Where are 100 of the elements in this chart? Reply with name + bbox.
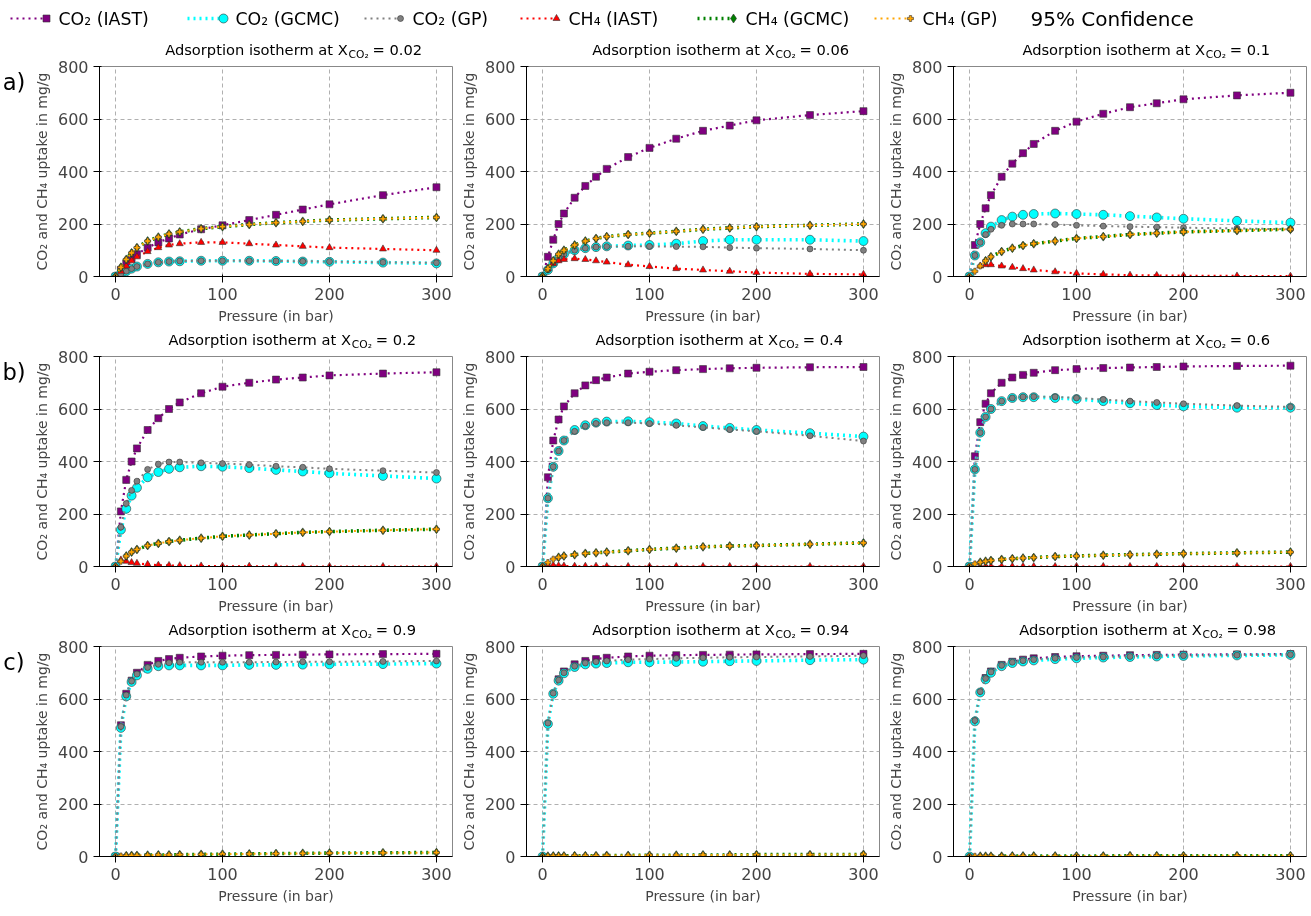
y-tick-label: 400 [57,452,89,472]
y-tick-label: 200 [57,795,89,814]
y-tick-label: 0 [932,847,943,867]
y-tick-label: 600 [484,400,516,419]
y-tick-label: 200 [57,505,89,524]
x-axis-title: Pressure (in bar) [645,307,761,324]
y-axis-title: CO₂ and CH₄ uptake in mg/g [887,72,904,271]
y-tick-label: 800 [484,637,516,657]
y-axis-title: CO₂ and CH₄ uptake in mg/g [460,652,477,851]
x-tick-label: 0 [110,864,121,884]
y-tick-label: 800 [57,637,89,657]
y-tick-label: 600 [911,400,943,419]
x-tick-label: 200 [1168,864,1199,884]
legend-label: CO₂ (GP) [412,8,489,29]
x-tick-label: 200 [314,864,345,884]
legend-label: CO₂ (GCMC) [235,8,340,29]
x-tick-label: 200 [1168,284,1199,304]
x-axis-title: Pressure (in bar) [645,597,761,614]
y-tick-label: 0 [505,847,516,867]
x-axis-title: Pressure (in bar) [218,887,334,904]
y-tick-label: 200 [911,215,943,234]
x-tick-label: 300 [1275,574,1306,594]
y-axis-title: CO₂ and CH₄ uptake in mg/g [33,362,50,561]
x-tick-label: 0 [537,864,548,884]
legend-label: CH₄ (GP) [922,8,998,29]
x-tick-label: 300 [421,864,452,884]
y-tick-label: 600 [911,110,943,129]
x-tick-label: 0 [110,284,121,304]
y-tick-label: 200 [484,795,516,814]
y-tick-label: 800 [484,57,516,77]
y-axis-title: CO₂ and CH₄ uptake in mg/g [460,72,477,271]
x-tick-label: 100 [634,864,665,884]
y-tick-label: 800 [57,347,89,367]
y-tick-label: 400 [911,452,943,472]
x-tick-label: 200 [314,284,345,304]
x-axis-title: Pressure (in bar) [1072,307,1188,324]
y-tick-label: 400 [484,742,516,762]
x-tick-label: 300 [848,284,879,304]
y-tick-label: 0 [78,847,89,867]
y-tick-label: 600 [57,400,89,419]
y-tick-label: 0 [78,267,89,287]
y-tick-label: 600 [911,690,943,709]
x-tick-label: 0 [537,574,548,594]
x-tick-label: 200 [741,574,772,594]
x-tick-label: 300 [421,284,452,304]
y-tick-label: 600 [484,110,516,129]
x-tick-label: 300 [1275,864,1306,884]
y-tick-label: 800 [911,637,943,657]
y-tick-label: 200 [484,505,516,524]
y-axis-title: CO₂ and CH₄ uptake in mg/g [887,652,904,851]
text: a) [2,68,26,95]
y-tick-label: 800 [911,347,943,367]
x-tick-label: 100 [1061,284,1092,304]
x-tick-label: 100 [1061,574,1092,594]
legend-label: CO₂ (IAST) [58,8,149,29]
x-axis-title: Pressure (in bar) [218,597,334,614]
legend-label: CH₄ (IAST) [568,8,659,29]
x-axis-title: Pressure (in bar) [1072,887,1188,904]
y-tick-label: 0 [932,267,943,287]
y-tick-label: 600 [57,110,89,129]
x-tick-label: 100 [634,284,665,304]
x-tick-label: 200 [1168,574,1199,594]
y-tick-label: 200 [911,505,943,524]
legend-label: CH₄ (GCMC) [745,8,850,29]
y-tick-label: 800 [57,57,89,77]
x-tick-label: 100 [207,864,238,884]
x-tick-label: 200 [741,864,772,884]
y-tick-label: 200 [57,215,89,234]
x-tick-label: 200 [314,574,345,594]
y-tick-label: 400 [484,452,516,472]
y-axis-title: CO₂ and CH₄ uptake in mg/g [460,362,477,561]
x-axis-title: Pressure (in bar) [645,887,761,904]
y-tick-label: 200 [911,795,943,814]
x-tick-label: 300 [848,864,879,884]
y-axis-title: CO₂ and CH₄ uptake in mg/g [33,652,50,851]
x-tick-label: 0 [110,574,121,594]
x-tick-label: 100 [634,574,665,594]
text: b) [2,358,26,385]
y-tick-label: 400 [57,742,89,762]
y-tick-label: 400 [911,162,943,182]
y-tick-label: 0 [505,267,516,287]
x-tick-label: 100 [207,284,238,304]
x-tick-label: 200 [741,284,772,304]
x-tick-label: 0 [964,284,975,304]
y-tick-label: 400 [484,162,516,182]
x-tick-label: 0 [964,574,975,594]
x-tick-label: 0 [537,284,548,304]
y-tick-label: 600 [484,690,516,709]
y-tick-label: 0 [932,557,943,577]
text: c) [3,648,25,675]
y-tick-label: 200 [484,215,516,234]
x-tick-label: 300 [848,574,879,594]
y-tick-label: 600 [57,690,89,709]
x-axis-title: Pressure (in bar) [1072,597,1188,614]
text: 95% Confidence [1030,6,1194,31]
y-tick-label: 400 [911,742,943,762]
y-tick-label: 400 [57,162,89,182]
x-tick-label: 300 [1275,284,1306,304]
x-tick-label: 300 [421,574,452,594]
x-tick-label: 100 [1061,864,1092,884]
